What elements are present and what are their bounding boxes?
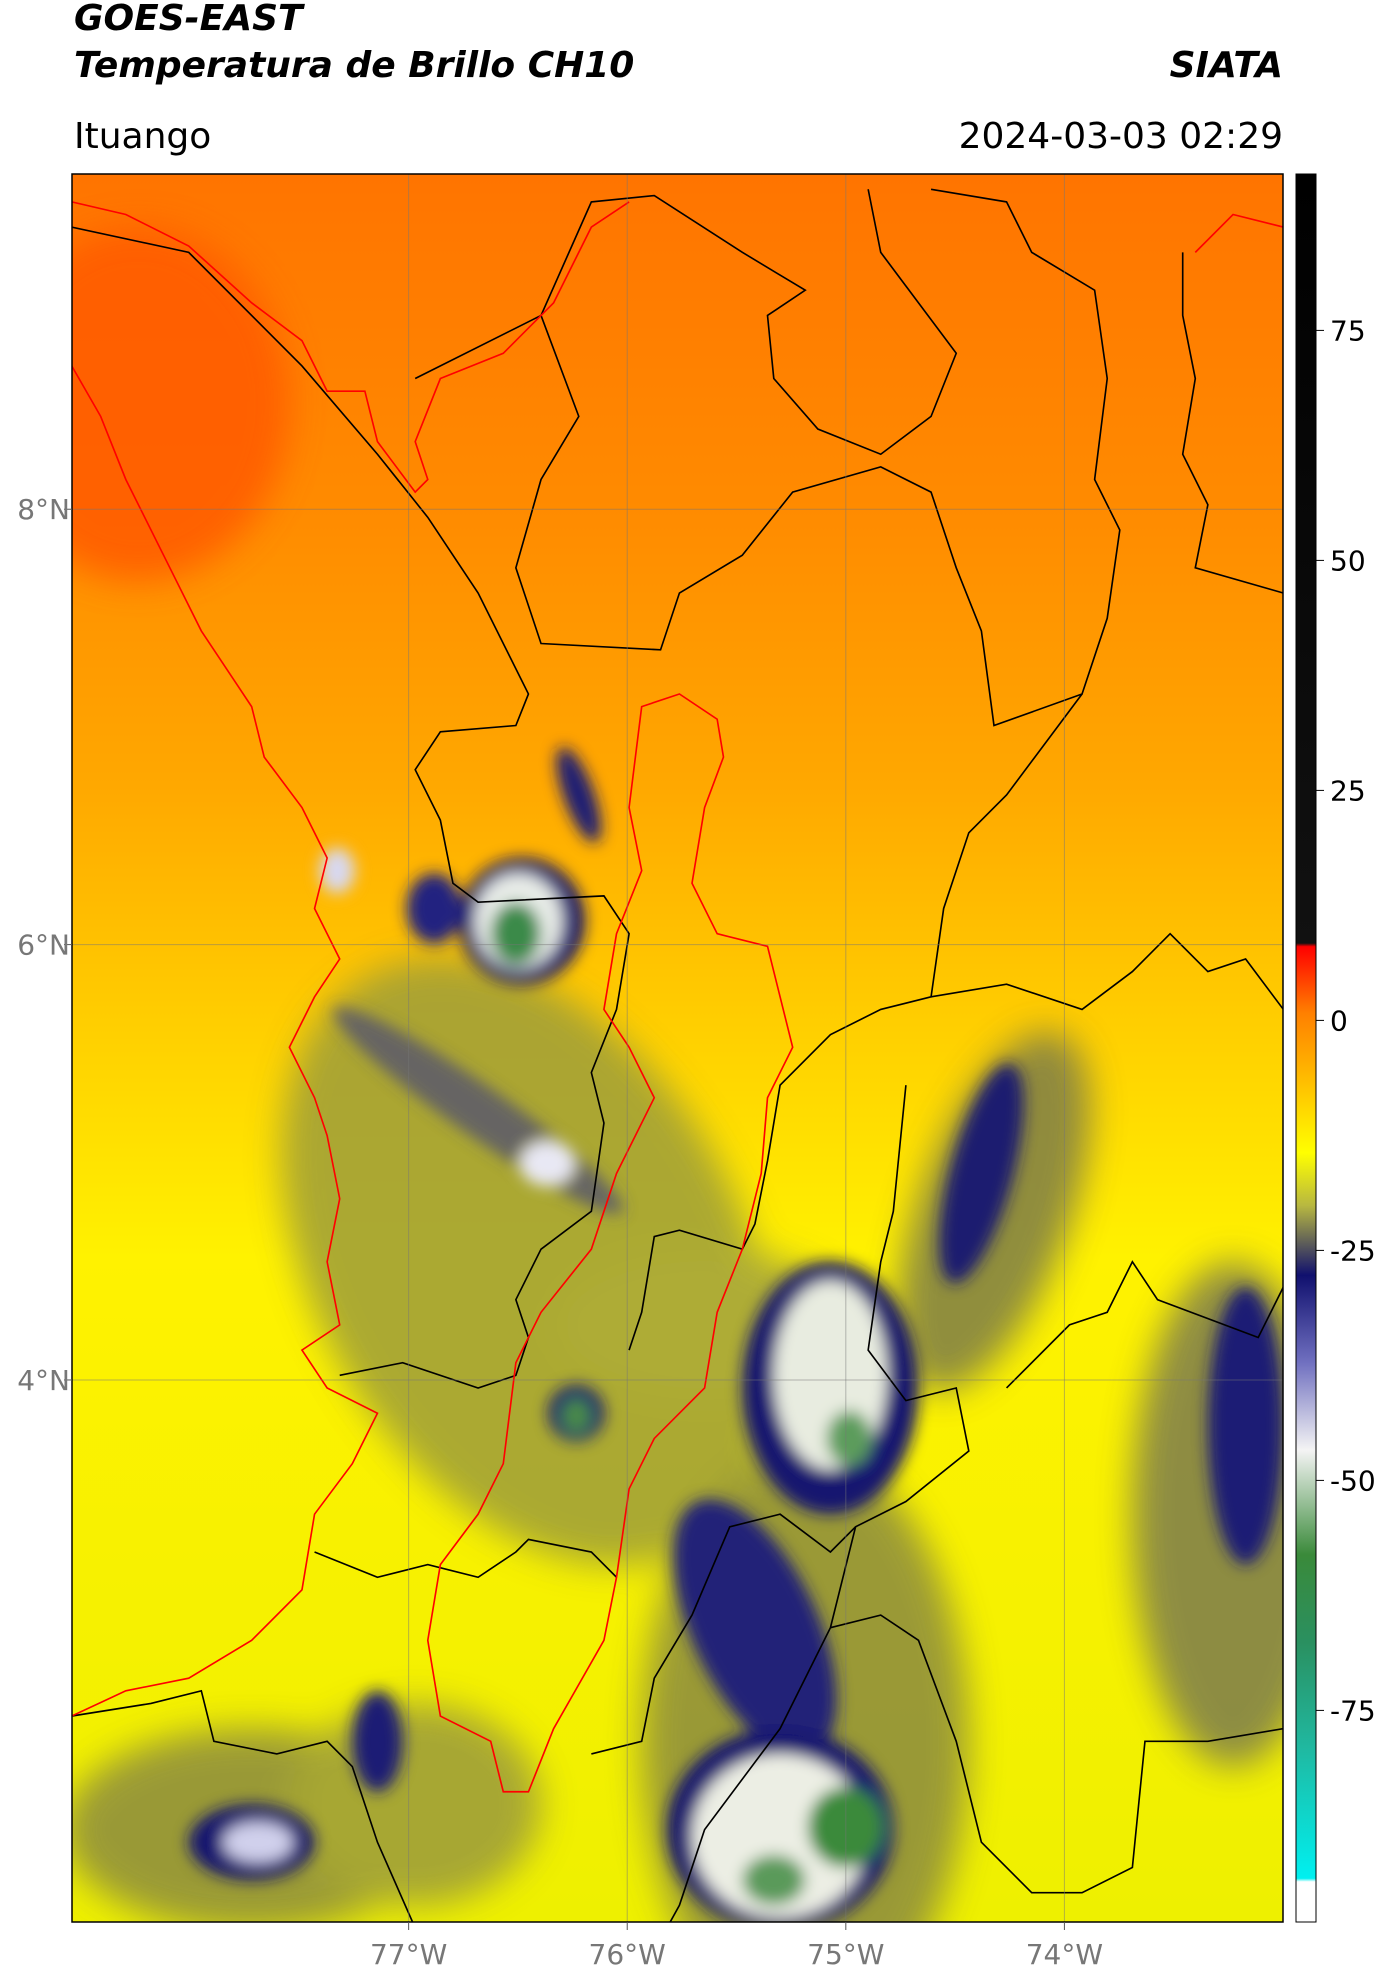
map-frame xyxy=(71,173,1284,1923)
y-tick-label: 8°N xyxy=(17,493,70,526)
title: GOES-EAST xyxy=(74,0,305,39)
x-tick-label: 75°W xyxy=(807,1938,884,1971)
y-tick-label: 6°N xyxy=(17,929,70,962)
colorbar-tick-label: 50 xyxy=(1330,544,1366,577)
colorbar-tick-label: -50 xyxy=(1330,1464,1376,1497)
colorbar xyxy=(1295,173,1317,1923)
subtitle: Temperatura de Brillo CH10 xyxy=(74,45,634,86)
colorbar-tick-label: 25 xyxy=(1330,774,1366,807)
colorbar-tick-label: -75 xyxy=(1330,1694,1376,1727)
satellite-image xyxy=(72,174,1283,1922)
colorbar-tick-label: -25 xyxy=(1330,1234,1376,1267)
location: Ituango xyxy=(74,116,211,157)
colorbar-tick-label: 75 xyxy=(1330,314,1366,347)
x-tick-label: 74°W xyxy=(1026,1938,1103,1971)
grid-layer xyxy=(72,174,1283,1922)
x-tick-label: 76°W xyxy=(589,1938,666,1971)
colorbar-tick-label: 0 xyxy=(1330,1004,1348,1037)
y-tick-label: 4°N xyxy=(17,1364,70,1397)
source: SIATA xyxy=(1170,45,1283,86)
datetime: 2024-03-03 02:29 xyxy=(959,116,1283,157)
x-tick-label: 77°W xyxy=(370,1938,447,1971)
